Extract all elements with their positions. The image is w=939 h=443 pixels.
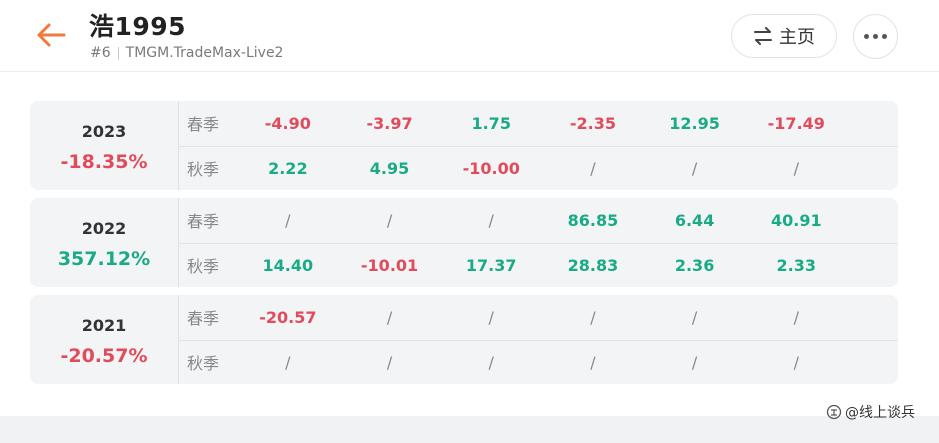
season-rows: 春季 / / / 86.85 6.44 40.91 秋季 14.40 -10.01 17.37 28.… (179, 198, 898, 287)
season-rows: 春季 -20.57 / / / / / 秋季 / / / / / / (179, 295, 898, 384)
month-return-cell: 14.40 (262, 255, 314, 275)
year-label: 2023 (81, 122, 127, 141)
watermark-text: @线上谈兵 (845, 405, 915, 421)
month-return-cell: / (793, 307, 799, 327)
swap-icon (754, 27, 772, 45)
home-button-label: 主页 (779, 27, 815, 48)
month-return-cell: 2.36 (674, 255, 715, 275)
month-return-cell: 1.75 (471, 113, 511, 133)
month-return-cell: 6.44 (674, 210, 715, 230)
month-return-cell: / (590, 352, 596, 372)
month-return-cell: -10.01 (360, 255, 419, 275)
header: 浩1995 #6 TMGM.TradeMax-Live2 主页 (0, 0, 939, 72)
month-return-cell: / (793, 352, 799, 372)
season-label: 秋季 (187, 257, 220, 277)
rank-label: #6 (90, 45, 111, 61)
month-return-cell: 28.83 (567, 255, 619, 275)
yearly-returns-list: 2023 -18.35% 春季 -4.90 -3.97 1.75 -2.35 12.95 -17… (30, 101, 898, 392)
more-icon-dot (882, 34, 887, 39)
more-options-button[interactable] (853, 14, 898, 59)
season-label: 春季 (187, 309, 220, 329)
zhihu-logo-icon (826, 404, 842, 420)
season-row: 春季 -4.90 -3.97 1.75 -2.35 12.95 -17.49 (179, 101, 898, 146)
month-values: -20.57 / / / / / (237, 308, 898, 327)
month-return-cell: / (488, 307, 494, 327)
season-row: 秋季 14.40 -10.01 17.37 28.83 2.36 2.33 (179, 242, 898, 288)
page-title: 浩1995 (89, 12, 187, 41)
season-label: 春季 (187, 212, 220, 232)
more-icon-dot (864, 34, 869, 39)
season-row: 秋季 2.22 4.95 -10.00 / / / (179, 145, 898, 191)
season-row: 秋季 / / / / / / (179, 339, 898, 385)
year-summary: 2022 357.12% (30, 198, 179, 287)
month-values: / / / 86.85 6.44 40.91 (237, 211, 898, 230)
season-row: 春季 -20.57 / / / / / (179, 295, 898, 340)
month-return-cell: 2.33 (776, 255, 817, 275)
month-values: 14.40 -10.01 17.37 28.83 2.36 2.33 (237, 256, 898, 275)
month-return-cell: / (386, 307, 393, 327)
month-return-cell: / (793, 158, 799, 178)
year-card-2022: 2022 357.12% 春季 / / / 86.85 6.44 40.91 秋季 14.40 -10… (30, 198, 898, 287)
month-return-cell: -20.57 (259, 307, 317, 327)
month-return-cell: / (285, 210, 291, 230)
year-summary: 2023 -18.35% (30, 101, 179, 190)
month-return-cell: 4.95 (369, 158, 410, 178)
year-card-2021: 2021 -20.57% 春季 -20.57 / / / / / 秋季 / / / / / / (30, 295, 898, 384)
month-return-cell: / (691, 307, 698, 327)
month-return-cell: / (386, 352, 393, 372)
season-label: 秋季 (187, 354, 220, 374)
month-values: 2.22 4.95 -10.00 / / / (237, 159, 898, 178)
month-return-cell: 86.85 (567, 210, 619, 230)
year-total-return: -18.35% (60, 151, 148, 173)
bottom-strip (0, 416, 939, 443)
season-label: 秋季 (187, 160, 220, 180)
watermark: @线上谈兵 (826, 402, 915, 422)
season-label: 春季 (187, 115, 220, 135)
year-card-2023: 2023 -18.35% 春季 -4.90 -3.97 1.75 -2.35 12.95 -17… (30, 101, 898, 190)
season-row: 春季 / / / 86.85 6.44 40.91 (179, 198, 898, 243)
year-label: 2022 (81, 219, 127, 238)
month-return-cell: 40.91 (770, 210, 822, 230)
month-return-cell: -2.35 (569, 113, 616, 133)
month-return-cell: / (691, 352, 698, 372)
year-summary: 2021 -20.57% (30, 295, 179, 384)
year-total-return: -20.57% (60, 345, 148, 367)
more-icon-dot (873, 34, 878, 39)
divider (117, 46, 119, 60)
month-return-cell: 12.95 (669, 113, 720, 133)
month-return-cell: / (488, 210, 494, 230)
account-subtitle: #6 TMGM.TradeMax-Live2 (90, 45, 283, 61)
month-return-cell: -17.49 (767, 113, 825, 133)
year-label: 2021 (81, 316, 127, 335)
month-return-cell: / (590, 307, 596, 327)
month-return-cell: -4.90 (264, 113, 311, 133)
month-values: -4.90 -3.97 1.75 -2.35 12.95 -17.49 (237, 114, 898, 133)
month-return-cell: -3.97 (366, 113, 413, 133)
month-return-cell: 17.37 (465, 255, 517, 275)
month-values: / / / / / / (237, 353, 898, 372)
home-button[interactable]: 主页 (731, 14, 837, 58)
season-rows: 春季 -4.90 -3.97 1.75 -2.35 12.95 -17.49 秋季 2.22 4.… (179, 101, 898, 190)
month-return-cell: -10.00 (462, 158, 520, 178)
year-total-return: 357.12% (57, 248, 151, 270)
month-return-cell: / (285, 352, 291, 372)
month-return-cell: / (386, 210, 393, 230)
month-return-cell: / (590, 158, 596, 178)
server-label: TMGM.TradeMax-Live2 (125, 45, 284, 61)
month-return-cell: / (488, 352, 494, 372)
month-return-cell: / (691, 158, 698, 178)
month-return-cell: 2.22 (268, 158, 308, 178)
back-arrow-icon[interactable] (34, 20, 68, 50)
